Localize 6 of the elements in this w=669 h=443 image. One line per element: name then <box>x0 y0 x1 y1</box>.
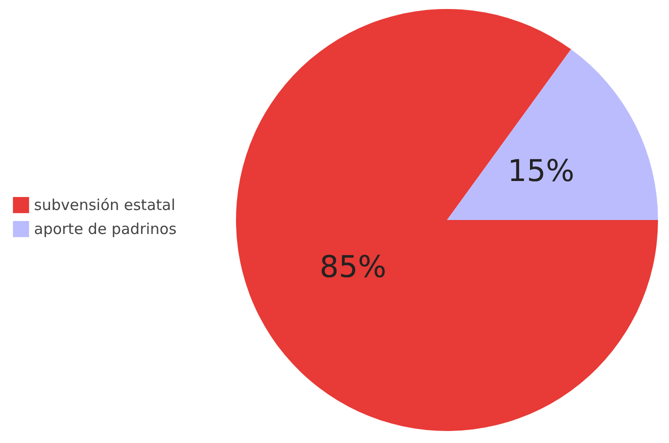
legend-label: subvensión estatal <box>34 196 176 214</box>
pie-slice <box>447 49 658 220</box>
data-label: 85% <box>320 250 386 285</box>
legend-label: aporte de padrinos <box>34 220 177 238</box>
pie-slice <box>236 9 658 431</box>
data-label: 15% <box>508 154 574 190</box>
